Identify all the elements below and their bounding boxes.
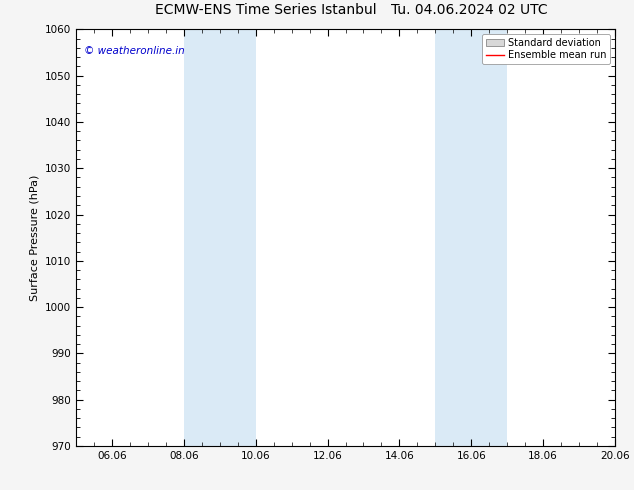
Legend: Standard deviation, Ensemble mean run: Standard deviation, Ensemble mean run	[482, 34, 610, 64]
Text: Tu. 04.06.2024 02 UTC: Tu. 04.06.2024 02 UTC	[391, 3, 548, 17]
Bar	[436, 29, 507, 446]
Text: © weatheronline.in: © weatheronline.in	[84, 46, 185, 56]
Bar	[184, 29, 256, 446]
Y-axis label: Surface Pressure (hPa): Surface Pressure (hPa)	[29, 174, 39, 301]
Text: ECMW-ENS Time Series Istanbul: ECMW-ENS Time Series Istanbul	[155, 3, 377, 17]
